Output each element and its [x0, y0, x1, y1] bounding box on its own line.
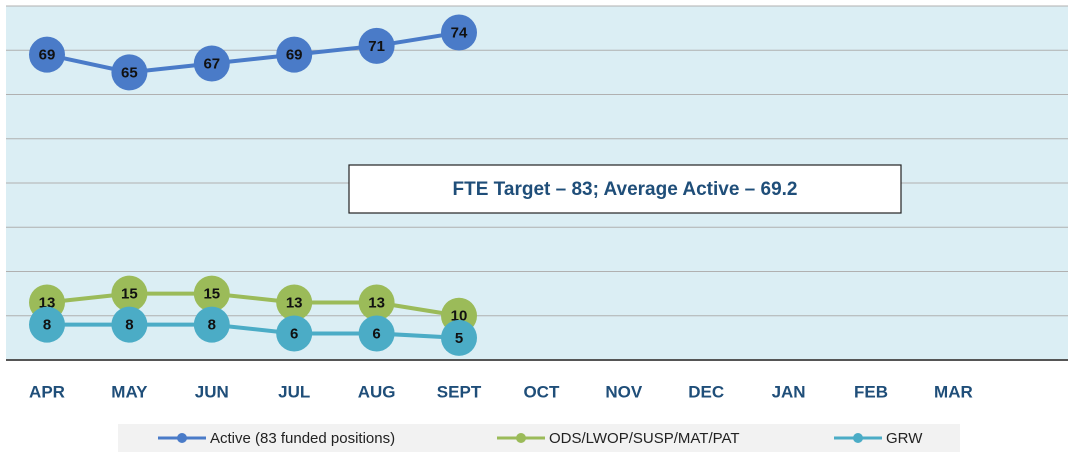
- x-tick-label: MAY: [111, 382, 148, 401]
- legend-label: ODS/LWOP/SUSP/MAT/PAT: [549, 430, 740, 447]
- data-label: 69: [39, 47, 56, 64]
- data-label: 8: [125, 317, 133, 334]
- x-tick-label: JUN: [195, 382, 229, 401]
- annotation: FTE Target – 83; Average Active – 69.2: [453, 179, 798, 200]
- x-tick-label: SEPT: [437, 382, 482, 401]
- data-label: 67: [203, 55, 220, 72]
- marker: [358, 315, 395, 352]
- data-label: 74: [451, 25, 468, 42]
- x-tick-label: FEB: [854, 382, 888, 401]
- legend-marker: [853, 433, 863, 443]
- x-tick-label: OCT: [523, 382, 560, 401]
- legend-marker: [516, 433, 526, 443]
- marker: [276, 315, 313, 352]
- data-label: 8: [208, 317, 216, 334]
- marker: [111, 306, 148, 343]
- x-tick-label: JAN: [772, 382, 806, 401]
- legend-label: Active (83 funded positions): [210, 430, 395, 447]
- marker: [193, 45, 230, 82]
- x-tick-label: APR: [29, 382, 65, 401]
- marker: [358, 27, 395, 64]
- data-label: 15: [121, 286, 138, 303]
- marker: [358, 284, 395, 321]
- data-label: 5: [455, 330, 463, 347]
- marker: [193, 275, 230, 312]
- data-label: 15: [203, 286, 220, 303]
- data-label: 13: [286, 294, 303, 311]
- data-label: 6: [290, 325, 298, 342]
- marker: [276, 36, 313, 73]
- data-label: 71: [368, 38, 385, 55]
- data-label: 6: [372, 325, 380, 342]
- marker: [111, 275, 148, 312]
- x-tick-label: NOV: [605, 382, 643, 401]
- marker: [441, 319, 477, 356]
- marker: [29, 36, 65, 73]
- legend-marker: [177, 433, 187, 443]
- x-tick-label: JUL: [278, 382, 310, 401]
- x-tick-label: MAR: [934, 382, 973, 401]
- marker: [276, 284, 313, 321]
- marker: [193, 306, 230, 343]
- annotation-box: [348, 164, 902, 214]
- data-label: 69: [286, 47, 303, 64]
- data-label: 8: [43, 317, 51, 334]
- marker: [29, 306, 65, 343]
- x-tick-label: DEC: [688, 382, 724, 401]
- data-label: 65: [121, 64, 138, 81]
- data-label: 13: [368, 294, 385, 311]
- marker: [111, 54, 148, 91]
- legend-label: GRW: [886, 430, 923, 447]
- x-tick-label: AUG: [358, 382, 396, 401]
- marker: [441, 14, 477, 51]
